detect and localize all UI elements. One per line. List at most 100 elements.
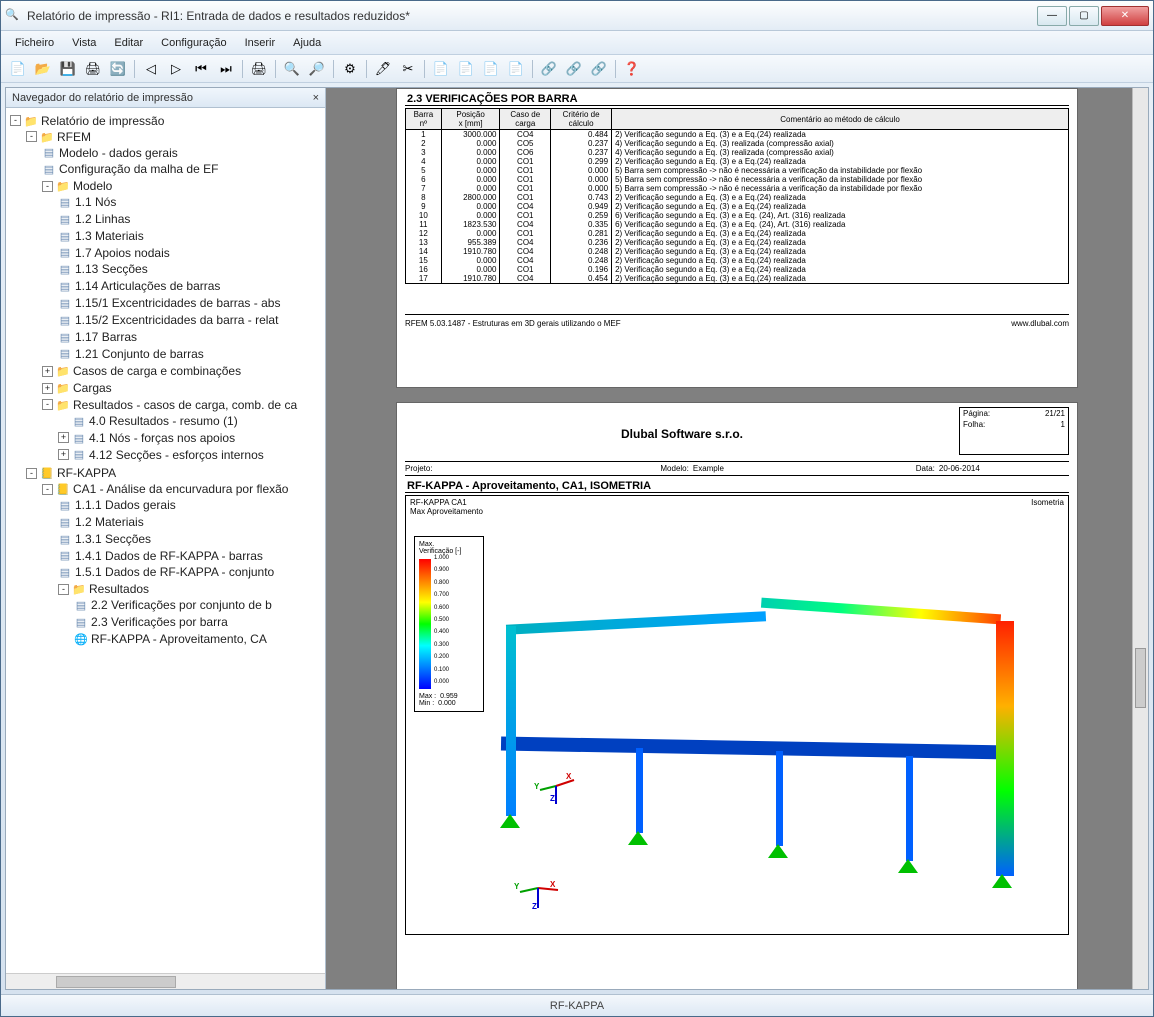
toolbar-button[interactable]: 📄 [505, 58, 527, 80]
toolbar-button[interactable]: 🖨 [82, 58, 104, 80]
tree-rfem[interactable]: RFEM [57, 130, 91, 144]
table-header: Critério de cálculo [551, 109, 612, 130]
titlebar[interactable]: 🔍 Relatório de impressão - RI1: Entrada … [1, 1, 1153, 31]
toolbar-button[interactable]: 📄 [455, 58, 477, 80]
menu-editar[interactable]: Editar [106, 35, 151, 51]
toolbar-button[interactable]: ▷ [165, 58, 187, 80]
table-cell: 0.000 [441, 256, 500, 265]
toggle-icon[interactable]: - [26, 468, 37, 479]
tree-item[interactable]: 1.3.1 Secções [75, 532, 151, 546]
toggle-icon[interactable]: - [10, 115, 21, 126]
report-preview[interactable]: 2.3 VERIFICAÇÕES POR BARRA Barra nºPosiç… [326, 88, 1148, 989]
tree-item[interactable]: 1.15/1 Excentricidades de barras - abs [75, 296, 280, 310]
tree-item[interactable]: 1.2 Materiais [75, 515, 144, 529]
tree-item[interactable]: RF-KAPPA - Aproveitamento, CA [91, 632, 267, 646]
table-cell: 2) Verificação segundo a Eq. (3) e a Eq.… [612, 229, 1069, 238]
tree-item[interactable]: 1.4.1 Dados de RF-KAPPA - barras [75, 548, 263, 562]
navigator-tree[interactable]: -📁Relatório de impressão -📁RFEM ▤Modelo … [6, 108, 325, 973]
toolbar-button[interactable]: ❓ [621, 58, 643, 80]
toolbar-button[interactable]: 🔗 [538, 58, 560, 80]
toolbar-button[interactable]: 💾 [57, 58, 79, 80]
tree-item[interactable]: 1.7 Apoios nodais [75, 245, 170, 259]
tree-item[interactable]: Modelo - dados gerais [59, 145, 178, 159]
maximize-button[interactable]: ▢ [1069, 6, 1099, 26]
tree-item[interactable]: 4.12 Secções - esforços internos [89, 447, 264, 461]
support-icon [628, 831, 648, 845]
doc-icon: 🌐 [74, 633, 88, 645]
tree-item[interactable]: 1.1 Nós [75, 195, 116, 209]
toolbar-button[interactable]: 🖊 [372, 58, 394, 80]
beam [506, 611, 766, 635]
tree-item[interactable]: 1.13 Secções [75, 262, 148, 276]
toolbar-button[interactable]: 📄 [7, 58, 29, 80]
tree-item[interactable]: 1.17 Barras [75, 330, 137, 344]
table-cell: 0.949 [551, 202, 612, 211]
toggle-icon[interactable]: - [42, 181, 53, 192]
preview-vscrollbar[interactable] [1132, 88, 1148, 989]
toolbar-button[interactable]: ⚙ [339, 58, 361, 80]
toolbar-button[interactable]: 📂 [32, 58, 54, 80]
toolbar-button[interactable]: 🖨 [248, 58, 270, 80]
tree-item[interactable]: 4.1 Nós - forças nos apoios [89, 431, 235, 445]
tree-item[interactable]: 1.15/2 Excentricidades da barra - relat [75, 313, 278, 327]
table-cell: 9 [406, 202, 442, 211]
toggle-icon[interactable]: - [42, 484, 53, 495]
tree-item[interactable]: 1.1.1 Dados gerais [75, 498, 176, 512]
menu-inserir[interactable]: Inserir [237, 35, 284, 51]
menu-configuracao[interactable]: Configuração [153, 35, 234, 51]
tree-item[interactable]: 1.21 Conjunto de barras [75, 346, 204, 360]
toggle-icon[interactable]: + [42, 383, 53, 394]
tree-item[interactable]: 1.14 Articulações de barras [75, 279, 220, 293]
menu-ajuda[interactable]: Ajuda [285, 35, 329, 51]
tree-item[interactable]: 4.0 Resultados - resumo (1) [89, 414, 238, 428]
toolbar-button[interactable]: ⏮ [190, 58, 212, 80]
toolbar-button[interactable]: 🔍 [281, 58, 303, 80]
tree-casos[interactable]: Casos de carga e combinações [73, 364, 241, 378]
legend-tick: 0.600 [434, 605, 449, 611]
toolbar-button[interactable]: ✂ [397, 58, 419, 80]
toolbar-button[interactable]: 🔄 [107, 58, 129, 80]
tree-item[interactable]: 1.5.1 Dados de RF-KAPPA - conjunto [75, 565, 274, 579]
scrollbar-thumb[interactable] [56, 976, 176, 988]
tree-rfkappa[interactable]: RF-KAPPA [57, 466, 116, 480]
tree-item[interactable]: 2.3 Verificações por barra [91, 615, 228, 629]
toggle-icon[interactable]: - [58, 584, 69, 595]
menu-vista[interactable]: Vista [64, 35, 104, 51]
tree-ca1-res[interactable]: Resultados [89, 582, 149, 596]
toggle-icon[interactable]: + [42, 366, 53, 377]
tree-item[interactable]: 2.2 Verificações por conjunto de b [91, 598, 272, 612]
toggle-icon[interactable]: + [58, 449, 69, 460]
tree-resultados[interactable]: Resultados - casos de carga, comb. de ca [73, 398, 297, 412]
menu-ficheiro[interactable]: Ficheiro [7, 35, 62, 51]
table-cell: 0.000 [441, 157, 500, 166]
toggle-icon[interactable]: + [58, 432, 69, 443]
toggle-icon[interactable]: - [42, 399, 53, 410]
table-row: 13000.000CO40.4842) Verificação segundo … [406, 130, 1069, 140]
toolbar-button[interactable]: 🔗 [588, 58, 610, 80]
tree-cargas[interactable]: Cargas [73, 381, 112, 395]
table-cell: 16 [406, 265, 442, 274]
legend-tick: 0.500 [434, 617, 449, 623]
tree-modelo[interactable]: Modelo [73, 179, 112, 193]
footer-left: RFEM 5.03.1487 - Estruturas em 3D gerais… [405, 319, 1011, 328]
toggle-icon[interactable]: - [26, 131, 37, 142]
toolbar-button[interactable]: 📄 [480, 58, 502, 80]
toolbar-button[interactable]: ⏭ [215, 58, 237, 80]
toolbar-button[interactable]: 📄 [430, 58, 452, 80]
navigator-close-icon[interactable]: × [313, 92, 319, 104]
tree-root[interactable]: Relatório de impressão [41, 114, 164, 128]
close-button[interactable]: ✕ [1101, 6, 1149, 26]
doc-icon: ▤ [58, 230, 72, 242]
toolbar-button[interactable]: ◁ [140, 58, 162, 80]
tree-item[interactable]: 1.3 Materiais [75, 229, 144, 243]
table-cell: 0.236 [551, 238, 612, 247]
verification-table: Barra nºPosição x [mm]Caso de cargaCrité… [405, 108, 1069, 284]
tree-item[interactable]: Configuração da malha de EF [59, 162, 218, 176]
scrollbar-thumb[interactable] [1135, 648, 1146, 708]
tree-ca1[interactable]: CA1 - Análise da encurvadura por flexão [73, 482, 288, 496]
navigator-hscrollbar[interactable] [6, 973, 325, 989]
tree-item[interactable]: 1.2 Linhas [75, 212, 130, 226]
minimize-button[interactable]: — [1037, 6, 1067, 26]
toolbar-button[interactable]: 🔗 [563, 58, 585, 80]
toolbar-button[interactable]: 🔎 [306, 58, 328, 80]
